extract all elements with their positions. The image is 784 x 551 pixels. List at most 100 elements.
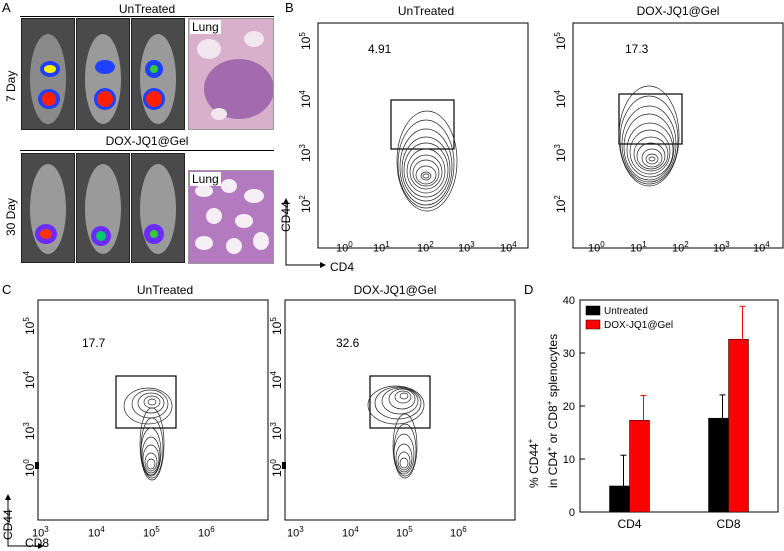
panel-c-x-axis-label: CD8: [25, 536, 50, 550]
panel-b-xtick: 103: [713, 240, 730, 255]
panel-a-bottom-title: DOX-JQ1@Gel: [105, 134, 189, 148]
panel-b-xtick: 102: [417, 240, 434, 255]
bioluminescence-image: [76, 153, 130, 263]
panel-c-xtick: 103: [287, 525, 304, 540]
bioluminescence-image: [131, 18, 185, 130]
legend-label: Untreated: [604, 306, 648, 317]
panel-b-xtick: 100: [588, 240, 605, 255]
panel-b-left-title: UnTreated: [397, 4, 455, 18]
panel-a-bottom-lung-label: Lung: [190, 172, 221, 186]
panel-c-xtick: 104: [88, 525, 105, 540]
panel-b-ytick: 103: [553, 144, 568, 162]
panel-a-top-title: UnTreated: [118, 2, 176, 16]
panel-b-ytick: 104: [298, 90, 313, 108]
panel-b-xtick: 101: [373, 240, 390, 255]
panel-a-top-rule: [20, 16, 274, 17]
y-tick-label: 20: [563, 401, 575, 413]
panel-c-ytick: 104: [22, 371, 37, 389]
panel-c-xtick: 103: [32, 525, 49, 540]
axis-arrow: [285, 200, 323, 266]
legend-swatch: [585, 319, 601, 330]
panel-c-right-title: DOX-JQ1@Gel: [353, 283, 437, 297]
panel-c-ytick: 100: [269, 459, 284, 477]
bioluminescence-image: [21, 18, 75, 130]
gate-rectangle: [115, 375, 177, 429]
panel-c-ytick: 105: [22, 317, 37, 335]
bar-untreated-cd8: [708, 417, 729, 513]
panel-letter-a: A: [2, 0, 11, 15]
panel-b-xtick: 101: [630, 240, 647, 255]
legend-swatch: [585, 305, 601, 316]
bar-untreated-cd4: [609, 485, 630, 513]
bioluminescence-image: [131, 153, 185, 263]
legend-label: DOX-JQ1@Gel: [604, 320, 673, 331]
panel-b-ytick: 103: [298, 144, 313, 162]
x-tick-label: CD4: [617, 517, 641, 531]
panel-a-bottom-day: 30 Day: [4, 197, 18, 236]
panel-b-flow-plots: [283, 22, 784, 268]
panel-b-xtick: 104: [753, 240, 770, 255]
gate-rectangle: [390, 99, 455, 150]
panel-b-right-percent: 17.3: [625, 42, 649, 56]
contour-population: [367, 385, 425, 425]
panel-c-ytick: 103: [22, 422, 37, 440]
panel-c-xtick: 106: [198, 525, 215, 540]
panel-a-bottom-rule: [20, 150, 274, 151]
axis-arrowhead: [320, 262, 326, 268]
panel-c-ytick: 104: [269, 371, 284, 389]
contour-population: [139, 407, 165, 481]
panel-c-y-axis-label: CD44: [1, 509, 15, 540]
flow-plot-frame: [284, 299, 516, 521]
bar-dox-jq1-gel-cd8: [728, 338, 749, 513]
panel-b-x-axis-label: CD4: [330, 260, 355, 274]
flow-plot-frame: [572, 22, 784, 249]
panel-c-left-percent: 17.7: [82, 336, 106, 350]
contour-population: [392, 413, 418, 479]
y-tick-label: 30: [563, 348, 575, 360]
panel-b-ytick: 102: [298, 195, 313, 213]
panel-b-xtick: 104: [500, 240, 517, 255]
panel-a-top-lung-label: Lung: [190, 20, 221, 34]
contour-population: [396, 110, 458, 212]
axis-arrowhead: [283, 198, 289, 204]
panel-letter-b: B: [285, 0, 294, 15]
panel-c-right-percent: 32.6: [336, 336, 360, 350]
panel-letter-c: C: [2, 282, 12, 297]
axis-marker: [282, 462, 286, 469]
flow-plot-frame: [317, 22, 529, 249]
y-tick-label: 40: [563, 295, 575, 307]
contour-population: [123, 387, 173, 425]
y-tick-label: 10: [563, 454, 575, 466]
lung-histology-image: [188, 18, 274, 130]
flow-plot-frame: [37, 299, 269, 521]
panel-a-top-day: 7 Day: [4, 70, 18, 102]
panel-c-xtick: 105: [143, 525, 160, 540]
panel-b-xtick: 103: [458, 240, 475, 255]
panel-b-ytick: 105: [553, 32, 568, 50]
panel-b-ytick: 105: [298, 32, 313, 50]
bioluminescence-image: [21, 153, 75, 263]
x-tick-label: CD8: [716, 517, 740, 531]
panel-b-right-title: DOX-JQ1@Gel: [636, 4, 720, 18]
axis-arrowhead: [38, 543, 44, 549]
panel-c-ytick: 100: [22, 459, 37, 477]
bioluminescence-image: [76, 18, 130, 130]
lung-histology-image: [188, 170, 274, 264]
contour-population: [618, 85, 680, 187]
panel-b-y-axis-label: CD44: [279, 201, 293, 232]
panel-letter-d: D: [524, 282, 534, 297]
gate-rectangle: [369, 375, 431, 429]
panel-b-ytick: 104: [553, 90, 568, 108]
bar-dox-jq1-gel-cd4: [629, 420, 650, 513]
panel-c-left-title: UnTreated: [136, 283, 194, 297]
panel-b-left-percent: 4.91: [368, 42, 392, 56]
axis-arrowhead: [5, 494, 11, 500]
panel-d-bar-chart: 0 10 20 30 40 CD4 CD8 Untreated DOX-JQ1@Gel: [563, 295, 779, 531]
panel-c-ytick: 103: [269, 422, 284, 440]
panel-c-xtick: 104: [342, 525, 359, 540]
axis-arrow: [7, 496, 42, 547]
panel-b-xtick: 100: [336, 240, 353, 255]
panel-c-ytick: 105: [269, 317, 284, 335]
axis-marker: [35, 462, 39, 469]
panel-c-xtick: 106: [450, 525, 467, 540]
